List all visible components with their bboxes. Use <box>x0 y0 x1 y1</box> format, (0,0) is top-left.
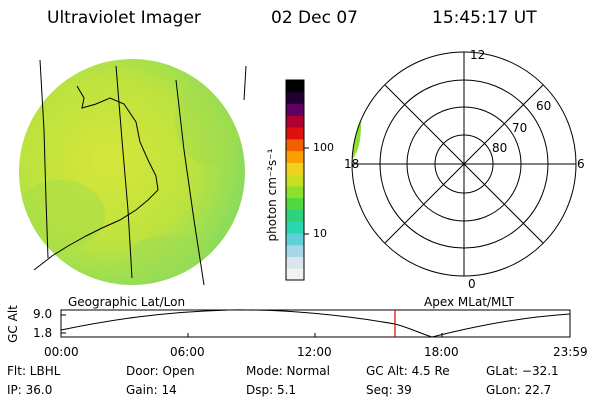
time-tick-0600: 06:00 <box>170 345 205 359</box>
colorbar-segment <box>286 232 304 246</box>
colorbar-segment <box>286 127 304 140</box>
time-label: 15:45:17 UT <box>432 8 537 28</box>
colorbar-segment <box>286 174 304 187</box>
altitude-curve <box>60 309 571 338</box>
colorbar-segment <box>286 91 304 105</box>
altitude-tick-9: 9.0 <box>33 307 53 321</box>
altitude-axis-label: GC Alt <box>6 305 20 343</box>
colorbar-tick-10: 10 <box>313 227 327 240</box>
mlt-label-0: 0 <box>468 277 476 291</box>
polar-plot <box>351 51 577 277</box>
time-tick-2359: 23:59 <box>553 345 588 359</box>
mlat-label-60: 60 <box>536 99 552 113</box>
date-label: 02 Dec 07 <box>271 8 358 28</box>
time-tick-1200: 12:00 <box>297 345 332 359</box>
colorbar-unit-label: photon cm⁻²s⁻¹ <box>265 148 279 242</box>
colorbar-segment <box>286 103 304 116</box>
info-seq: Seq: 39 <box>366 383 412 397</box>
colorbar-segment <box>286 221 304 234</box>
colorbar-segment <box>286 150 304 163</box>
info-glat: GLat: −32.1 <box>486 364 559 378</box>
info-glon: GLon: 22.7 <box>486 383 552 397</box>
info-door: Door: Open <box>126 364 195 378</box>
colorbar-segment <box>286 244 304 257</box>
uv-image-disk <box>19 59 245 285</box>
colorbar-segment <box>286 185 304 199</box>
right-panel-label: Apex MLat/MLT <box>424 295 514 309</box>
info-filter: Flt: LBHL <box>7 364 61 378</box>
colorbar-tick-100: 100 <box>313 141 334 154</box>
instrument-title: Ultraviolet Imager <box>47 8 201 28</box>
info-gc-alt: GC Alt: 4.5 Re <box>366 364 450 378</box>
info-ip: IP: 36.0 <box>7 383 53 397</box>
coastline <box>33 85 159 271</box>
time-tick-0000: 00:00 <box>44 345 79 359</box>
info-mode: Mode: Normal <box>246 364 330 378</box>
mlt-label-6: 6 <box>577 157 585 171</box>
colorbar-segment <box>286 197 304 210</box>
colorbar-segment <box>286 209 304 222</box>
colorbar-segment <box>286 256 304 269</box>
altitude-tick-1-8: 1.8 <box>33 326 53 340</box>
colorbar-segment <box>286 138 304 152</box>
mlt-label-12: 12 <box>470 48 486 62</box>
left-panel-label: Geographic Lat/Lon <box>68 295 186 309</box>
mlat-label-70: 70 <box>512 121 528 135</box>
colorbar-segment <box>286 115 304 128</box>
colorbar-segment <box>286 268 304 281</box>
colorbar-segment <box>286 80 304 93</box>
geo-grid-lines <box>33 59 247 286</box>
info-dsp: Dsp: 5.1 <box>246 383 297 397</box>
time-tick-1800: 18:00 <box>424 345 459 359</box>
colorbar <box>285 79 309 281</box>
mlat-label-80: 80 <box>492 141 508 155</box>
info-gain: Gain: 14 <box>126 383 177 397</box>
colorbar-segment <box>286 162 304 175</box>
mlt-label-18: 18 <box>344 157 360 171</box>
altitude-plot <box>60 309 571 338</box>
